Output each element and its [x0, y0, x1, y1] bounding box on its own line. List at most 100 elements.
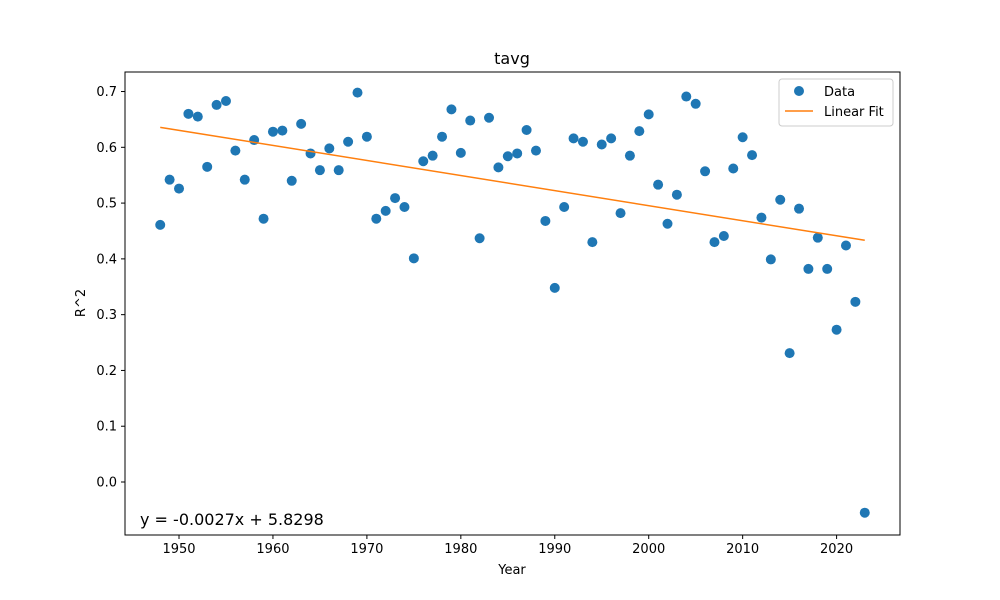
data-point — [371, 213, 382, 224]
data-point — [502, 151, 513, 162]
data-point — [521, 125, 532, 136]
data-point — [859, 507, 870, 518]
y-tick-label: 0.5 — [96, 197, 117, 212]
data-point — [455, 147, 466, 158]
data-point — [296, 118, 307, 129]
legend-box — [778, 78, 894, 127]
data-point — [709, 237, 720, 248]
data-point — [643, 109, 654, 120]
data-point — [446, 104, 457, 115]
data-point — [314, 165, 325, 176]
plot-frame — [124, 71, 901, 536]
data-point — [540, 215, 551, 226]
data-point — [718, 231, 729, 241]
x-axis-label: Year — [497, 563, 526, 578]
data-point — [700, 166, 711, 177]
x-tick-label: 1980 — [444, 542, 477, 557]
data-point — [530, 145, 541, 156]
x-axis: 1950 1960 1970 1980 1990 2000 2010 2020 — [162, 535, 853, 557]
data-point — [408, 253, 419, 264]
data-point — [324, 143, 335, 154]
data-point — [258, 213, 269, 224]
data-point — [380, 205, 391, 216]
x-tick-label: 2000 — [632, 542, 665, 557]
data-point — [512, 148, 523, 159]
data-point — [352, 87, 363, 98]
data-point — [765, 254, 776, 265]
data-point — [756, 212, 767, 223]
data-point — [192, 111, 203, 122]
y-tick-label: 0.0 — [96, 476, 117, 491]
chart-title: tavg — [494, 49, 530, 68]
y-tick-label: 0.4 — [96, 252, 117, 267]
y-tick-label: 0.2 — [96, 364, 117, 379]
x-tick-label: 2020 — [820, 542, 853, 557]
data-point — [840, 240, 851, 251]
y-axis-label: R^2 — [74, 289, 89, 317]
data-point — [624, 150, 635, 161]
legend-label-data: Data — [824, 85, 855, 100]
data-point — [606, 133, 617, 144]
data-point — [615, 208, 626, 219]
data-point — [634, 126, 645, 137]
y-tick-label: 0.3 — [96, 308, 117, 323]
data-point — [230, 145, 241, 156]
data-point — [465, 115, 476, 126]
data-point — [399, 202, 410, 212]
linear-fit-line — [160, 126, 865, 242]
legend: Data Linear Fit — [778, 78, 894, 127]
data-point — [418, 156, 429, 167]
data-point — [775, 194, 786, 205]
data-point — [577, 136, 588, 147]
data-point — [596, 139, 607, 150]
data-point — [803, 263, 814, 274]
data-point — [747, 150, 758, 161]
data-point — [850, 296, 861, 307]
data-point — [822, 263, 833, 274]
data-point — [183, 108, 194, 119]
data-point — [671, 189, 682, 200]
x-tick-label: 1970 — [350, 542, 383, 557]
data-point — [690, 98, 701, 109]
data-point — [211, 99, 222, 110]
data-point — [653, 179, 664, 190]
data-point — [305, 148, 316, 159]
plot-area — [155, 87, 870, 518]
data-point — [662, 218, 673, 229]
data-point — [728, 163, 739, 174]
legend-marker-data — [794, 86, 804, 96]
data-point — [343, 136, 354, 147]
x-tick-label: 1990 — [538, 542, 571, 557]
data-point — [202, 161, 213, 172]
data-point — [286, 175, 297, 186]
data-point — [155, 219, 166, 230]
y-tick-label: 0.7 — [96, 85, 117, 100]
data-point — [484, 112, 495, 123]
data-point — [164, 174, 175, 185]
x-tick-label: 2010 — [726, 542, 759, 557]
y-tick-label: 0.6 — [96, 141, 117, 156]
data-point — [568, 133, 579, 144]
data-point — [474, 233, 485, 244]
data-point — [794, 203, 805, 214]
data-point — [361, 131, 372, 142]
data-point — [277, 125, 288, 136]
data-point — [493, 162, 504, 173]
fit-equation-annotation: y = -0.0027x + 5.8298 — [140, 510, 324, 529]
data-point — [239, 174, 250, 185]
data-point — [549, 282, 560, 293]
y-tick-label: 0.1 — [96, 420, 117, 435]
y-axis: 0.0 0.1 0.2 0.3 0.4 0.5 0.6 0.7 — [96, 85, 125, 491]
data-point — [333, 165, 344, 176]
data-point — [174, 183, 185, 194]
data-point — [559, 202, 570, 212]
legend-label-linear-fit: Linear Fit — [824, 105, 884, 120]
data-point — [831, 324, 842, 335]
data-point — [427, 150, 438, 161]
data-point — [812, 232, 823, 243]
data-point — [681, 91, 692, 102]
data-point — [390, 193, 401, 204]
data-point — [267, 126, 278, 137]
x-tick-label: 1950 — [162, 542, 195, 557]
